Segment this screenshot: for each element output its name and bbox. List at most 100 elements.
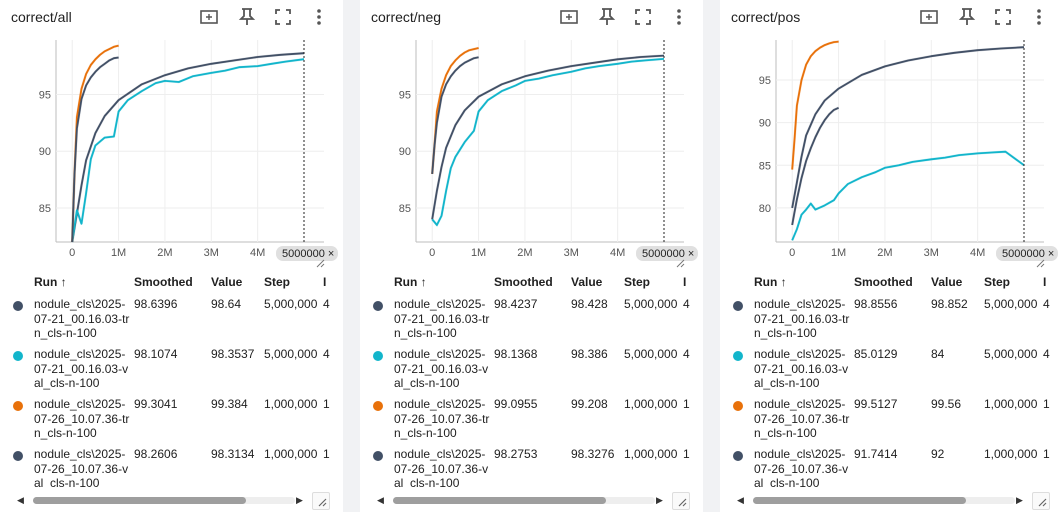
- run-color-dot: [373, 301, 383, 311]
- table-row[interactable]: nodule_cls\2025-07-26_10.07.36-val_cls-n…: [720, 446, 1061, 487]
- scroll-right-icon[interactable]: ▶: [296, 495, 303, 505]
- scroll-track[interactable]: [753, 497, 1015, 504]
- more-vert-icon[interactable]: [1028, 6, 1050, 28]
- step-value: 5,000,000: [264, 297, 318, 311]
- resize-handle-icon[interactable]: [672, 492, 690, 510]
- column-header-run[interactable]: Run ↑: [394, 275, 427, 289]
- column-header-value[interactable]: Value: [571, 275, 603, 289]
- raw-value: 98.3276: [571, 447, 615, 461]
- column-header-smoothed[interactable]: Smoothed: [494, 275, 553, 289]
- fullscreen-icon[interactable]: [992, 6, 1014, 28]
- smoothed-value: 98.2606: [134, 447, 178, 461]
- column-header-value[interactable]: Value: [211, 275, 243, 289]
- scroll-track[interactable]: [33, 497, 295, 504]
- line-chart[interactable]: 80 85 90 95 0 1M 2M 3M 4M 5000000 ×: [720, 34, 1061, 270]
- column-header-smoothed[interactable]: Smoothed: [134, 275, 193, 289]
- extra-value: 4: [323, 297, 330, 311]
- series-line: [431, 54, 665, 220]
- x-tick-label: 2M: [157, 247, 172, 259]
- run-color-dot: [373, 351, 383, 361]
- step-value: 1,000,000: [624, 397, 678, 411]
- series-line: [791, 106, 839, 226]
- column-header-step[interactable]: Step: [624, 275, 651, 289]
- more-vert-icon[interactable]: [668, 6, 690, 28]
- scroll-left-icon[interactable]: ◀: [377, 495, 384, 505]
- column-header-smoothed[interactable]: Smoothed: [854, 275, 913, 289]
- series-line: [431, 56, 479, 174]
- pin-icon[interactable]: [596, 6, 618, 28]
- horizontal-scrollbar[interactable]: ◀ ▶: [720, 490, 1061, 510]
- fit-to-data-icon[interactable]: [558, 6, 580, 28]
- y-tick-label: 85: [759, 160, 771, 172]
- line-chart[interactable]: 85 90 95 0 1M 2M 3M 4M 5000000 ×: [360, 34, 703, 270]
- table-header: Run ↑ Smoothed Value Step I: [720, 275, 1061, 291]
- horizontal-scrollbar[interactable]: ◀ ▶: [360, 490, 703, 510]
- pin-icon[interactable]: [956, 6, 978, 28]
- column-header-extra[interactable]: I: [323, 275, 327, 289]
- x-tick-label: 3M: [564, 247, 579, 259]
- run-color-dot: [13, 401, 23, 411]
- x-tick-label: 0: [429, 247, 435, 259]
- extra-value: 1: [323, 397, 330, 411]
- table-row[interactable]: nodule_cls\2025-07-21_00.16.03-trn_cls-n…: [720, 296, 1061, 346]
- scroll-left-icon[interactable]: ◀: [17, 495, 24, 505]
- column-header-run[interactable]: Run ↑: [754, 275, 787, 289]
- scroll-thumb[interactable]: [393, 497, 606, 504]
- scroll-thumb[interactable]: [33, 497, 246, 504]
- resize-handle-icon[interactable]: [1032, 492, 1050, 510]
- more-vert-icon[interactable]: [308, 6, 330, 28]
- table-header: Run ↑ Smoothed Value Step I: [0, 275, 343, 291]
- column-header-run[interactable]: Run ↑: [34, 275, 67, 289]
- run-name: nodule_cls\2025-07-26_10.07.36-val_cls-n…: [394, 447, 489, 487]
- fullscreen-icon[interactable]: [272, 6, 294, 28]
- table-row[interactable]: nodule_cls\2025-07-26_10.07.36-val_cls-n…: [0, 446, 343, 487]
- scroll-left-icon[interactable]: ◀: [737, 495, 744, 505]
- column-header-step[interactable]: Step: [264, 275, 291, 289]
- table-row[interactable]: nodule_cls\2025-07-21_00.16.03-val_cls-n…: [720, 346, 1061, 396]
- run-color-dot: [13, 451, 23, 461]
- table-row[interactable]: nodule_cls\2025-07-21_00.16.03-val_cls-n…: [360, 346, 703, 396]
- scroll-right-icon[interactable]: ▶: [1016, 495, 1023, 505]
- series-line-raw: [70, 44, 119, 243]
- horizontal-scrollbar[interactable]: ◀ ▶: [0, 490, 343, 510]
- y-tick-label: 80: [759, 203, 771, 215]
- run-color-dot: [733, 401, 743, 411]
- x-tick-label: 1M: [111, 247, 126, 259]
- table-row[interactable]: nodule_cls\2025-07-21_00.16.03-val_cls-n…: [0, 346, 343, 396]
- x-tick-label: 2M: [877, 247, 892, 259]
- run-name: nodule_cls\2025-07-26_10.07.36-trn_cls-n…: [754, 397, 850, 440]
- scroll-track[interactable]: [393, 497, 655, 504]
- fit-to-data-icon[interactable]: [198, 6, 220, 28]
- x-tick-label: 4M: [610, 247, 625, 259]
- raw-value: 98.386: [571, 347, 608, 361]
- extra-value: 4: [683, 347, 690, 361]
- column-header-extra[interactable]: I: [683, 275, 687, 289]
- table-row[interactable]: nodule_cls\2025-07-26_10.07.36-val_cls-n…: [360, 446, 703, 487]
- table-row[interactable]: nodule_cls\2025-07-21_00.16.03-trn_cls-n…: [0, 296, 343, 346]
- hover-step-badge: [996, 246, 1058, 261]
- run-name: nodule_cls\2025-07-21_00.16.03-trn_cls-n…: [394, 297, 490, 340]
- raw-value: 98.3537: [211, 347, 255, 361]
- smoothed-value: 98.2753: [494, 447, 538, 461]
- scroll-thumb[interactable]: [753, 497, 966, 504]
- column-header-extra[interactable]: I: [1043, 275, 1047, 289]
- table-row[interactable]: nodule_cls\2025-07-26_10.07.36-trn_cls-n…: [720, 396, 1061, 446]
- table-row[interactable]: nodule_cls\2025-07-21_00.16.03-trn_cls-n…: [360, 296, 703, 346]
- line-chart[interactable]: 85 90 95 0 1M 2M 3M 4M 5000000 ×: [0, 34, 343, 270]
- pin-icon[interactable]: [236, 6, 258, 28]
- run-color-dot: [13, 301, 23, 311]
- fit-to-data-icon[interactable]: [918, 6, 940, 28]
- column-header-value[interactable]: Value: [931, 275, 963, 289]
- column-header-step[interactable]: Step: [984, 275, 1011, 289]
- raw-value: 99.384: [211, 397, 248, 411]
- table-row[interactable]: nodule_cls\2025-07-26_10.07.36-trn_cls-n…: [0, 396, 343, 446]
- resize-handle-icon[interactable]: [312, 492, 330, 510]
- fullscreen-icon[interactable]: [632, 6, 654, 28]
- scroll-right-icon[interactable]: ▶: [656, 495, 663, 505]
- extra-value: 1: [683, 447, 690, 461]
- series-line: [71, 44, 119, 243]
- table-row[interactable]: nodule_cls\2025-07-26_10.07.36-trn_cls-n…: [360, 396, 703, 446]
- smoothed-value: 99.3041: [134, 397, 178, 411]
- run-color-dot: [733, 451, 743, 461]
